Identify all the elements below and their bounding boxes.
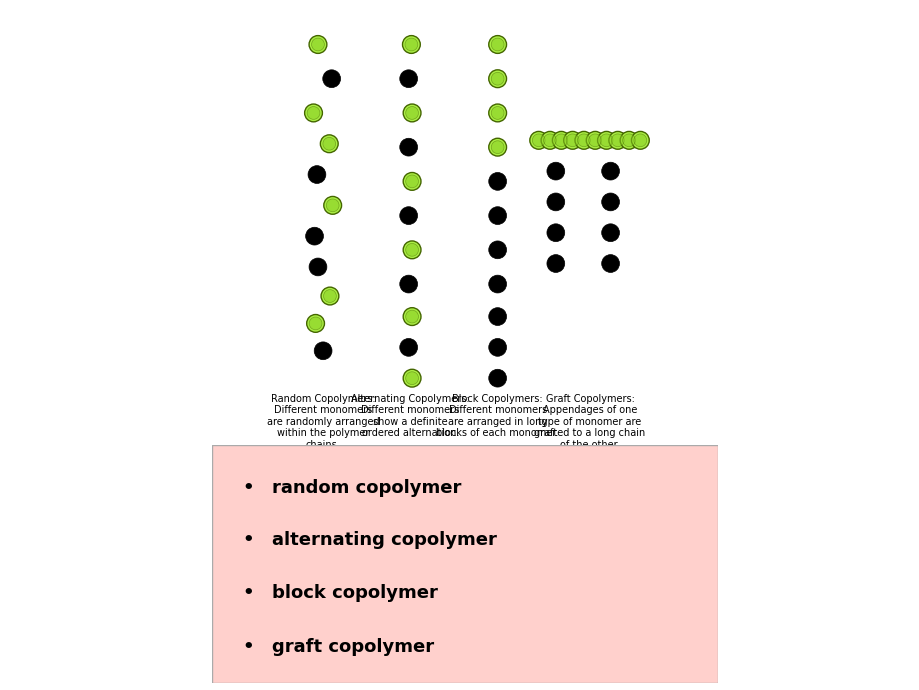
- Circle shape: [491, 72, 504, 85]
- Circle shape: [405, 175, 418, 188]
- Circle shape: [405, 372, 418, 384]
- Circle shape: [403, 308, 421, 326]
- Circle shape: [400, 275, 417, 293]
- Circle shape: [404, 38, 417, 51]
- Circle shape: [546, 224, 564, 241]
- Circle shape: [601, 255, 618, 273]
- Circle shape: [403, 104, 421, 122]
- Circle shape: [563, 131, 581, 149]
- Circle shape: [540, 131, 559, 149]
- Circle shape: [403, 36, 420, 53]
- Circle shape: [309, 317, 322, 330]
- Circle shape: [546, 162, 564, 180]
- Circle shape: [601, 193, 618, 211]
- Circle shape: [529, 131, 547, 149]
- Circle shape: [543, 134, 556, 147]
- Text: random copolymer: random copolymer: [272, 479, 461, 497]
- Circle shape: [488, 36, 506, 53]
- Circle shape: [488, 172, 506, 190]
- Circle shape: [403, 369, 421, 387]
- Text: Block Copolymers:
Different monomers
are arranged in long
blocks of each monomer: Block Copolymers: Different monomers are…: [436, 393, 558, 438]
- Circle shape: [619, 131, 637, 149]
- FancyBboxPatch shape: [211, 445, 717, 683]
- Circle shape: [309, 258, 326, 276]
- Circle shape: [546, 193, 564, 211]
- Circle shape: [532, 134, 545, 147]
- Circle shape: [306, 315, 324, 333]
- Circle shape: [488, 339, 506, 356]
- Text: •: •: [242, 584, 254, 602]
- Circle shape: [488, 241, 506, 259]
- Circle shape: [574, 131, 592, 149]
- Text: •: •: [242, 479, 254, 497]
- Circle shape: [321, 287, 338, 305]
- Circle shape: [308, 166, 325, 184]
- Circle shape: [622, 134, 635, 147]
- Circle shape: [488, 104, 506, 122]
- Text: block copolymer: block copolymer: [272, 584, 437, 602]
- Circle shape: [400, 339, 417, 356]
- Circle shape: [400, 207, 417, 224]
- Circle shape: [488, 369, 506, 387]
- Circle shape: [323, 290, 336, 302]
- Circle shape: [491, 38, 504, 51]
- Circle shape: [400, 70, 417, 88]
- Circle shape: [601, 162, 618, 180]
- Circle shape: [314, 342, 332, 359]
- Circle shape: [326, 199, 339, 212]
- Circle shape: [323, 70, 340, 88]
- Circle shape: [597, 131, 615, 149]
- Circle shape: [312, 38, 324, 51]
- Circle shape: [309, 36, 326, 53]
- Circle shape: [599, 134, 612, 147]
- Circle shape: [551, 131, 570, 149]
- Circle shape: [304, 104, 322, 122]
- Text: graft copolymer: graft copolymer: [272, 638, 434, 656]
- Circle shape: [565, 134, 578, 147]
- Circle shape: [403, 241, 421, 259]
- Circle shape: [320, 135, 338, 152]
- Text: Random Copolymers:
Different monomers
are randomly arranged
within the polymer
c: Random Copolymers: Different monomers ar…: [267, 393, 379, 450]
- Circle shape: [577, 134, 590, 147]
- Text: Alternating Copolymers:
Different monomers
show a definite
ordered alternation.: Alternating Copolymers: Different monome…: [351, 393, 470, 438]
- Circle shape: [405, 106, 418, 119]
- Circle shape: [323, 137, 335, 150]
- Circle shape: [488, 275, 506, 293]
- Circle shape: [546, 255, 564, 273]
- Circle shape: [323, 197, 341, 214]
- Circle shape: [585, 131, 604, 149]
- Circle shape: [491, 106, 504, 119]
- Circle shape: [488, 308, 506, 326]
- Circle shape: [611, 134, 623, 147]
- Circle shape: [601, 224, 618, 241]
- Circle shape: [403, 172, 421, 190]
- Circle shape: [305, 227, 323, 245]
- Circle shape: [400, 138, 417, 156]
- Circle shape: [405, 244, 418, 256]
- Text: •: •: [242, 531, 254, 549]
- Text: alternating copolymer: alternating copolymer: [272, 531, 496, 549]
- Circle shape: [633, 134, 646, 147]
- Circle shape: [491, 141, 504, 154]
- Text: Graft Copolymers:
Appendages of one
type of monomer are
grafted to a long chain
: Graft Copolymers: Appendages of one type…: [534, 393, 645, 450]
- Circle shape: [488, 207, 506, 224]
- Circle shape: [608, 131, 626, 149]
- Circle shape: [307, 106, 320, 119]
- Circle shape: [488, 70, 506, 88]
- Circle shape: [405, 310, 418, 323]
- Circle shape: [488, 138, 506, 156]
- Circle shape: [554, 134, 567, 147]
- Circle shape: [630, 131, 649, 149]
- Text: •: •: [242, 638, 254, 656]
- Circle shape: [588, 134, 601, 147]
